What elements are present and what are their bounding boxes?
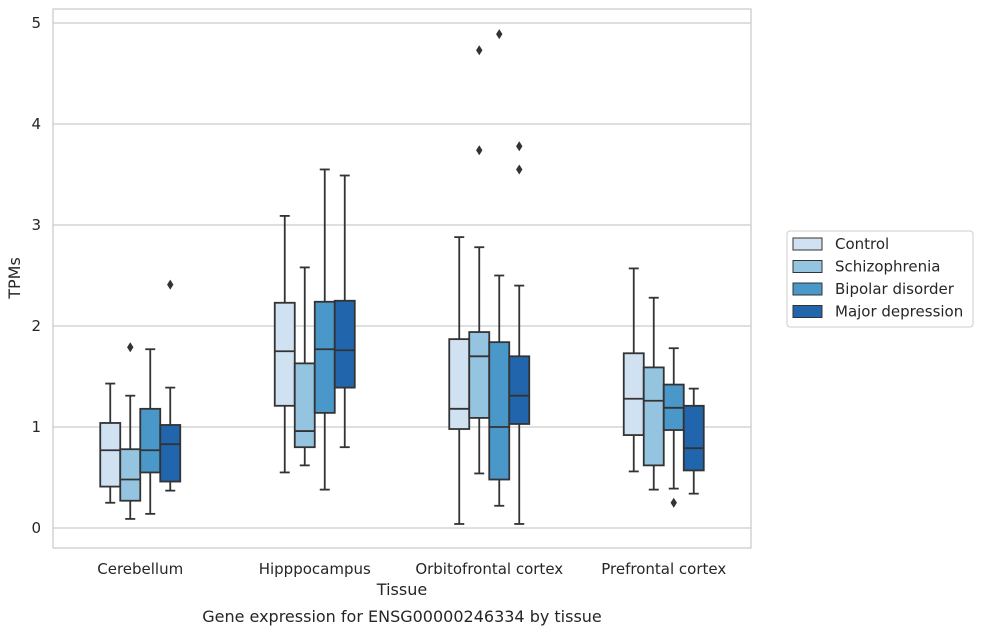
x-axis-ticks: Cerebellum Hipppocampus Orbitofrontal cort… bbox=[97, 560, 726, 578]
iqr-box bbox=[273, 301, 296, 407]
iqr-box bbox=[159, 424, 182, 483]
y-tick-label-0: 0 bbox=[31, 519, 41, 537]
iqr-box bbox=[99, 422, 122, 488]
y-tick-label-2: 2 bbox=[31, 317, 41, 335]
iqr-box bbox=[682, 404, 705, 472]
outlier-point-0 bbox=[127, 342, 134, 353]
box-1-2 bbox=[468, 45, 491, 475]
legend-swatch-0 bbox=[792, 237, 823, 251]
y-tick-label-4: 4 bbox=[31, 115, 41, 133]
legend-label-0: Control bbox=[835, 235, 889, 253]
boxes-layer bbox=[99, 29, 705, 525]
iqr-box bbox=[313, 300, 336, 414]
x-tick-label-3: Prefrontal cortex bbox=[601, 560, 726, 578]
box-3-3 bbox=[682, 387, 705, 495]
figure-caption: Gene expression for ENSG00000246334 by t… bbox=[202, 607, 602, 626]
iqr-box bbox=[488, 341, 511, 481]
y-tick-label-1: 1 bbox=[31, 418, 41, 436]
legend-swatch-1 bbox=[792, 260, 823, 273]
iqr-box bbox=[333, 299, 356, 389]
y-tick-label-5: 5 bbox=[31, 14, 41, 32]
box-2-0 bbox=[139, 348, 162, 515]
x-tick-label-2: Orbitofrontal cortex bbox=[415, 560, 563, 578]
outlier-point-0 bbox=[516, 164, 523, 175]
y-tick-label-3: 3 bbox=[31, 216, 41, 234]
x-tick-label-0: Cerebellum bbox=[97, 560, 183, 578]
x-axis-title: Tissue bbox=[376, 580, 427, 599]
iqr-box bbox=[139, 407, 162, 474]
y-axis-title: TPMs bbox=[5, 257, 24, 300]
y-axis-ticks: 0 1 2 3 4 5 bbox=[31, 14, 41, 537]
box-0-0 bbox=[99, 382, 122, 504]
outlier-point-1 bbox=[516, 141, 523, 152]
plot-frame bbox=[52, 8, 752, 549]
legend-label-1: Schizophrenia bbox=[835, 258, 940, 276]
box-1-0 bbox=[119, 342, 142, 520]
iqr-box bbox=[622, 352, 645, 436]
legend-frame bbox=[786, 230, 974, 328]
box-1-3 bbox=[642, 296, 665, 491]
box-3-1 bbox=[333, 174, 356, 449]
iqr-box bbox=[642, 366, 665, 467]
legend-swatch-2 bbox=[792, 282, 823, 296]
box-0-1 bbox=[273, 215, 296, 474]
outlier-point-1 bbox=[476, 45, 483, 56]
iqr-box bbox=[468, 331, 491, 419]
box-3-0 bbox=[159, 279, 182, 492]
box-3-2 bbox=[508, 141, 531, 525]
outlier-point-0 bbox=[476, 145, 483, 156]
iqr-box bbox=[448, 338, 471, 430]
box-2-2 bbox=[488, 29, 511, 507]
legend-label-3: Major depression bbox=[835, 303, 963, 321]
outlier-point-0 bbox=[167, 279, 174, 290]
outlier-point-0 bbox=[670, 497, 677, 508]
outlier-point-0 bbox=[496, 29, 503, 40]
iqr-box bbox=[119, 448, 142, 502]
iqr-box bbox=[508, 355, 531, 425]
box-0-2 bbox=[448, 236, 471, 525]
legend-label-2: Bipolar disorder bbox=[835, 280, 955, 298]
legend-swatch-3 bbox=[792, 305, 823, 318]
iqr-box bbox=[293, 362, 316, 449]
legend: Control Schizophrenia Bipolar disorder Majo… bbox=[786, 230, 974, 328]
x-tick-label-1: Hipppocampus bbox=[259, 560, 371, 578]
